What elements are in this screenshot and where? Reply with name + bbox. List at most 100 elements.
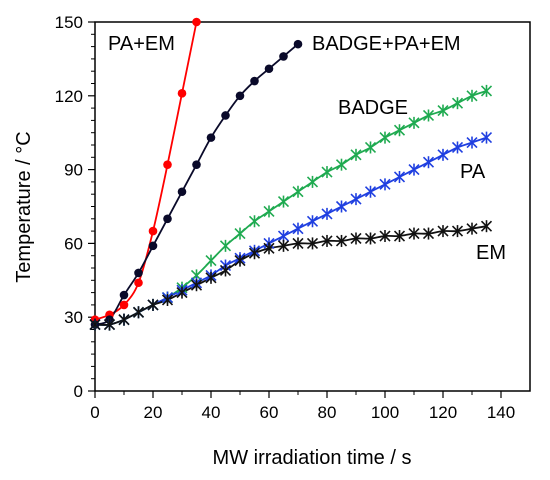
plot-frame <box>94 21 531 392</box>
data-point <box>466 222 478 235</box>
data-point <box>480 131 493 144</box>
data-point <box>205 254 217 267</box>
data-point <box>350 193 362 206</box>
data-point <box>480 84 493 97</box>
data-point <box>408 116 420 129</box>
x-tick-label: 40 <box>202 403 221 422</box>
series-markers <box>89 17 493 331</box>
data-point <box>234 254 246 267</box>
data-point <box>190 279 203 292</box>
data-point <box>221 111 230 120</box>
data-point <box>192 160 201 169</box>
data-point <box>350 232 362 245</box>
data-point <box>163 160 172 169</box>
data-point <box>379 131 391 144</box>
data-point <box>335 158 348 171</box>
data-point <box>437 225 449 238</box>
data-point <box>379 178 391 191</box>
data-point <box>176 286 188 299</box>
data-point <box>205 271 217 284</box>
series-lines <box>94 21 487 326</box>
data-point <box>234 227 246 240</box>
y-axis-title: Temperature / °C <box>13 131 35 282</box>
data-point <box>480 220 493 233</box>
data-point <box>466 89 478 102</box>
x-tick-label: 20 <box>144 403 163 422</box>
x-tick-label: 60 <box>260 403 279 422</box>
data-point <box>393 124 406 137</box>
y-tick-label: 0 <box>74 382 83 401</box>
x-tick-label: 80 <box>318 403 337 422</box>
data-point <box>393 170 406 183</box>
y-tick-label: 120 <box>55 87 83 106</box>
data-point <box>364 141 377 154</box>
y-tick-label: 60 <box>64 234 83 253</box>
axis-ticks: 0 20 40 60 80 100 120 140 0 30 60 90 120 150 <box>55 13 516 422</box>
data-point <box>306 237 319 250</box>
data-point <box>177 89 187 98</box>
y-tick-label: 30 <box>64 308 83 327</box>
data-point <box>451 141 464 154</box>
data-point <box>103 318 116 331</box>
data-point <box>335 200 348 213</box>
data-point <box>118 313 130 326</box>
data-point <box>321 234 333 247</box>
x-tick-label: 0 <box>90 403 99 422</box>
data-point <box>364 232 377 245</box>
data-point <box>192 17 201 27</box>
x-tick-label: 120 <box>429 403 457 422</box>
data-point <box>422 109 435 122</box>
data-point <box>321 166 333 179</box>
data-point <box>306 215 319 228</box>
x-tick-label: 100 <box>371 403 399 422</box>
data-point <box>134 268 143 278</box>
data-point <box>219 239 232 252</box>
data-point <box>250 76 259 86</box>
data-point <box>248 215 261 228</box>
data-point <box>364 185 377 198</box>
data-point <box>306 175 319 188</box>
data-point <box>148 241 158 251</box>
series-label-em: EM <box>476 242 506 264</box>
data-point <box>292 222 304 235</box>
data-point <box>206 133 216 142</box>
series-label-badge: BADGE <box>338 97 408 119</box>
y-tick-label: 90 <box>64 161 83 180</box>
data-point <box>235 91 245 101</box>
data-point <box>119 300 129 310</box>
data-point <box>451 97 464 110</box>
data-point <box>408 227 420 240</box>
series-label-badge-pa-em: BADGE+PA+EM <box>312 33 461 55</box>
data-point <box>437 104 449 117</box>
series-line-2 <box>94 90 487 326</box>
data-point <box>277 195 290 208</box>
data-point <box>132 306 145 319</box>
data-point <box>335 234 348 247</box>
data-point <box>422 227 435 240</box>
data-point <box>293 39 303 49</box>
x-tick-label: 140 <box>487 403 515 422</box>
data-point <box>264 64 274 74</box>
data-point <box>408 163 420 176</box>
series-label-pa-em: PA+EM <box>108 33 175 55</box>
data-point <box>437 148 449 161</box>
data-point <box>248 247 261 260</box>
data-point <box>379 230 391 243</box>
data-point <box>148 226 158 236</box>
data-point <box>263 242 275 255</box>
data-point <box>466 136 478 149</box>
data-point <box>277 239 290 252</box>
data-point <box>393 230 406 243</box>
data-point <box>134 278 143 288</box>
series-line-3 <box>94 136 487 326</box>
series-line-0 <box>94 21 198 321</box>
data-point <box>147 298 159 311</box>
data-point <box>279 52 288 61</box>
data-point <box>89 318 101 331</box>
data-point <box>321 207 333 220</box>
data-point <box>292 237 304 250</box>
series-line-4 <box>94 225 487 326</box>
data-point <box>219 264 232 277</box>
data-point <box>119 290 129 300</box>
data-point <box>422 156 435 169</box>
